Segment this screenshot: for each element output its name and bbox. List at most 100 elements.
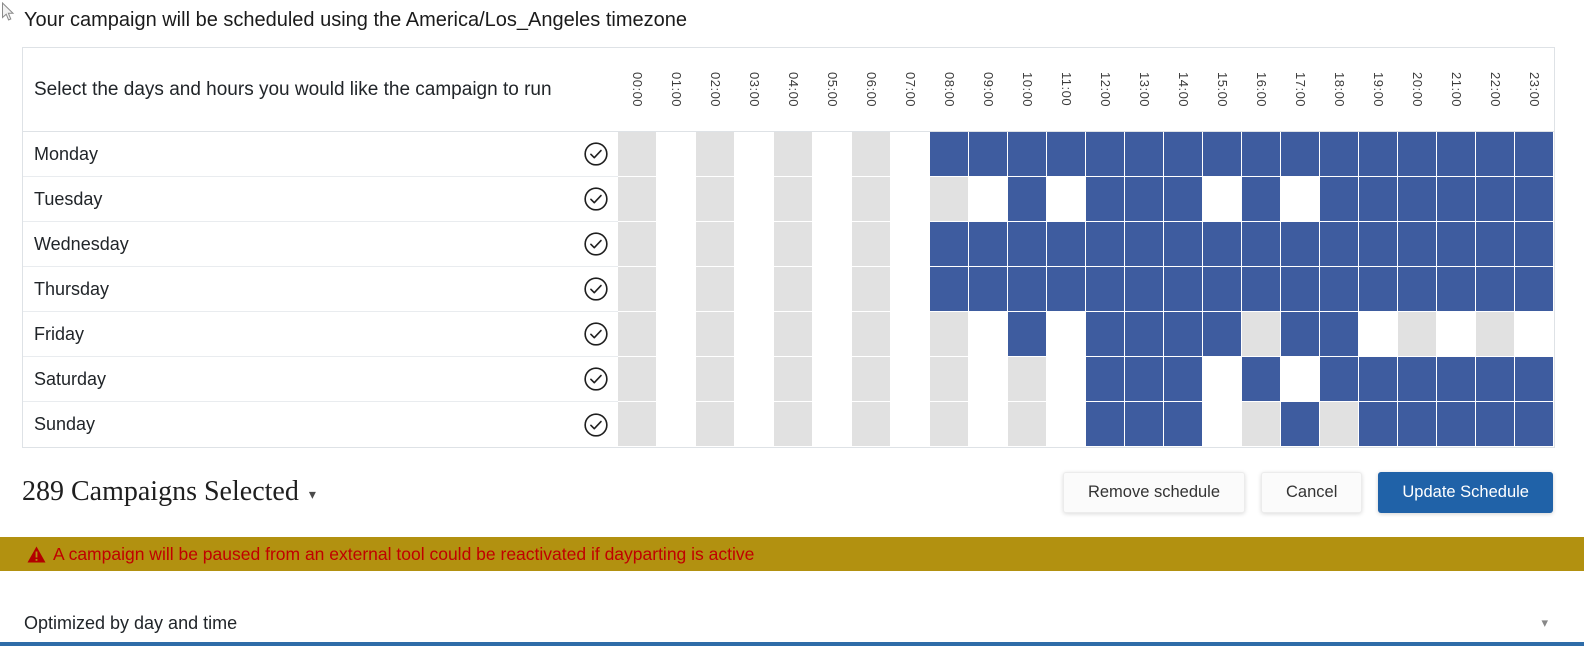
hour-cell[interactable]: [618, 267, 657, 312]
hour-cell[interactable]: [1242, 222, 1281, 267]
hour-cell[interactable]: [1437, 132, 1476, 177]
hour-cell[interactable]: [1281, 132, 1320, 177]
hour-cell[interactable]: [852, 312, 891, 357]
hour-cell[interactable]: [1515, 312, 1554, 357]
hour-cell[interactable]: [774, 402, 813, 447]
hour-cell[interactable]: [1203, 357, 1242, 402]
hour-cell[interactable]: [1398, 132, 1437, 177]
check-circle-icon[interactable]: [583, 412, 609, 438]
hour-cell[interactable]: [1515, 402, 1554, 447]
hour-cell[interactable]: [657, 357, 696, 402]
hour-cell[interactable]: [1476, 267, 1515, 312]
hour-column-header[interactable]: 22:00: [1488, 71, 1503, 108]
hour-cell[interactable]: [696, 402, 735, 447]
hour-column-header[interactable]: 10:00: [1020, 71, 1035, 108]
hour-cell[interactable]: [852, 267, 891, 312]
hour-cell[interactable]: [930, 402, 969, 447]
hour-cell[interactable]: [813, 312, 852, 357]
hour-cell[interactable]: [696, 222, 735, 267]
hour-column-header[interactable]: 08:00: [942, 71, 957, 108]
hour-cell[interactable]: [1047, 177, 1086, 222]
hour-cell[interactable]: [969, 402, 1008, 447]
hour-cell[interactable]: [1047, 222, 1086, 267]
hour-cell[interactable]: [1437, 312, 1476, 357]
hour-cell[interactable]: [1476, 177, 1515, 222]
hour-column-header[interactable]: 14:00: [1176, 71, 1191, 108]
hour-cell[interactable]: [852, 222, 891, 267]
optimizer-dropdown[interactable]: Optimized by day and time ▾: [24, 605, 1548, 641]
hour-cell[interactable]: [969, 312, 1008, 357]
hour-column-header[interactable]: 15:00: [1215, 71, 1230, 108]
hour-cell[interactable]: [618, 357, 657, 402]
hour-cell[interactable]: [774, 132, 813, 177]
hour-cell[interactable]: [1203, 177, 1242, 222]
hour-cell[interactable]: [1203, 222, 1242, 267]
hour-cell[interactable]: [891, 402, 930, 447]
update-schedule-button[interactable]: Update Schedule: [1378, 471, 1553, 513]
hour-cell[interactable]: [1125, 132, 1164, 177]
hour-cell[interactable]: [930, 312, 969, 357]
hour-column-header[interactable]: 00:00: [630, 71, 645, 108]
hour-column-header[interactable]: 11:00: [1059, 72, 1074, 107]
hour-cell[interactable]: [1281, 357, 1320, 402]
check-circle-icon[interactable]: [583, 231, 609, 257]
hour-cell[interactable]: [1164, 132, 1203, 177]
hour-cell[interactable]: [1125, 267, 1164, 312]
hour-cell[interactable]: [657, 267, 696, 312]
hour-cell[interactable]: [1320, 267, 1359, 312]
hour-column-header[interactable]: 03:00: [747, 71, 762, 108]
hour-cell[interactable]: [1476, 402, 1515, 447]
hour-cell[interactable]: [1359, 132, 1398, 177]
hour-cell[interactable]: [1359, 222, 1398, 267]
hour-cell[interactable]: [696, 357, 735, 402]
hour-cell[interactable]: [1359, 312, 1398, 357]
check-circle-icon[interactable]: [583, 321, 609, 347]
hour-cell[interactable]: [1398, 357, 1437, 402]
hour-cell[interactable]: [1164, 222, 1203, 267]
hour-cell[interactable]: [1320, 402, 1359, 447]
hour-cell[interactable]: [1281, 402, 1320, 447]
hour-cell[interactable]: [813, 357, 852, 402]
hour-cell[interactable]: [1008, 402, 1047, 447]
hour-cell[interactable]: [1437, 402, 1476, 447]
hour-cell[interactable]: [774, 267, 813, 312]
campaigns-selected-dropdown[interactable]: 289 Campaigns Selected ▾: [22, 476, 316, 508]
hour-cell[interactable]: [852, 402, 891, 447]
hour-cell[interactable]: [813, 132, 852, 177]
hour-column-header[interactable]: 02:00: [708, 71, 723, 108]
check-circle-icon[interactable]: [583, 366, 609, 392]
hour-cell[interactable]: [891, 357, 930, 402]
hour-cell[interactable]: [1086, 132, 1125, 177]
hour-cell[interactable]: [1125, 177, 1164, 222]
check-circle-icon[interactable]: [583, 186, 609, 212]
hour-cell[interactable]: [1242, 357, 1281, 402]
hour-cell[interactable]: [657, 402, 696, 447]
hour-cell[interactable]: [696, 132, 735, 177]
hour-cell[interactable]: [1203, 267, 1242, 312]
hour-cell[interactable]: [1086, 402, 1125, 447]
hour-cell[interactable]: [1398, 177, 1437, 222]
hour-cell[interactable]: [1476, 357, 1515, 402]
hour-cell[interactable]: [1125, 402, 1164, 447]
hour-cell[interactable]: [1437, 357, 1476, 402]
hour-column-header[interactable]: 17:00: [1293, 71, 1308, 108]
hour-cell[interactable]: [774, 357, 813, 402]
hour-cell[interactable]: [1359, 357, 1398, 402]
hour-cell[interactable]: [930, 357, 969, 402]
hour-cell[interactable]: [813, 402, 852, 447]
hour-cell[interactable]: [735, 312, 774, 357]
hour-column-header[interactable]: 04:00: [786, 71, 801, 108]
hour-cell[interactable]: [618, 312, 657, 357]
hour-cell[interactable]: [813, 177, 852, 222]
hour-cell[interactable]: [1359, 402, 1398, 447]
hour-cell[interactable]: [1515, 177, 1554, 222]
hour-cell[interactable]: [1515, 357, 1554, 402]
hour-cell[interactable]: [618, 222, 657, 267]
hour-cell[interactable]: [1008, 132, 1047, 177]
hour-cell[interactable]: [891, 222, 930, 267]
hour-column-header[interactable]: 18:00: [1332, 71, 1347, 108]
hour-cell[interactable]: [969, 177, 1008, 222]
hour-cell[interactable]: [1125, 222, 1164, 267]
hour-cell[interactable]: [891, 132, 930, 177]
hour-cell[interactable]: [930, 132, 969, 177]
